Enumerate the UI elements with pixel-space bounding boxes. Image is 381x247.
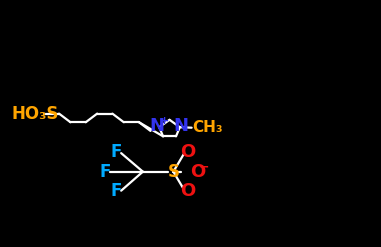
Text: HO₃S: HO₃S bbox=[11, 105, 59, 123]
Text: F: F bbox=[99, 163, 110, 181]
Text: −: − bbox=[199, 161, 209, 174]
Text: S: S bbox=[167, 163, 179, 181]
Text: O: O bbox=[180, 143, 195, 161]
Text: CH₃: CH₃ bbox=[192, 120, 223, 135]
Text: F: F bbox=[110, 143, 122, 161]
Text: N: N bbox=[150, 117, 165, 135]
Text: F: F bbox=[110, 183, 122, 200]
Text: O: O bbox=[180, 183, 195, 200]
Text: +: + bbox=[160, 116, 169, 126]
Text: N: N bbox=[174, 117, 189, 135]
Text: O: O bbox=[190, 163, 206, 181]
